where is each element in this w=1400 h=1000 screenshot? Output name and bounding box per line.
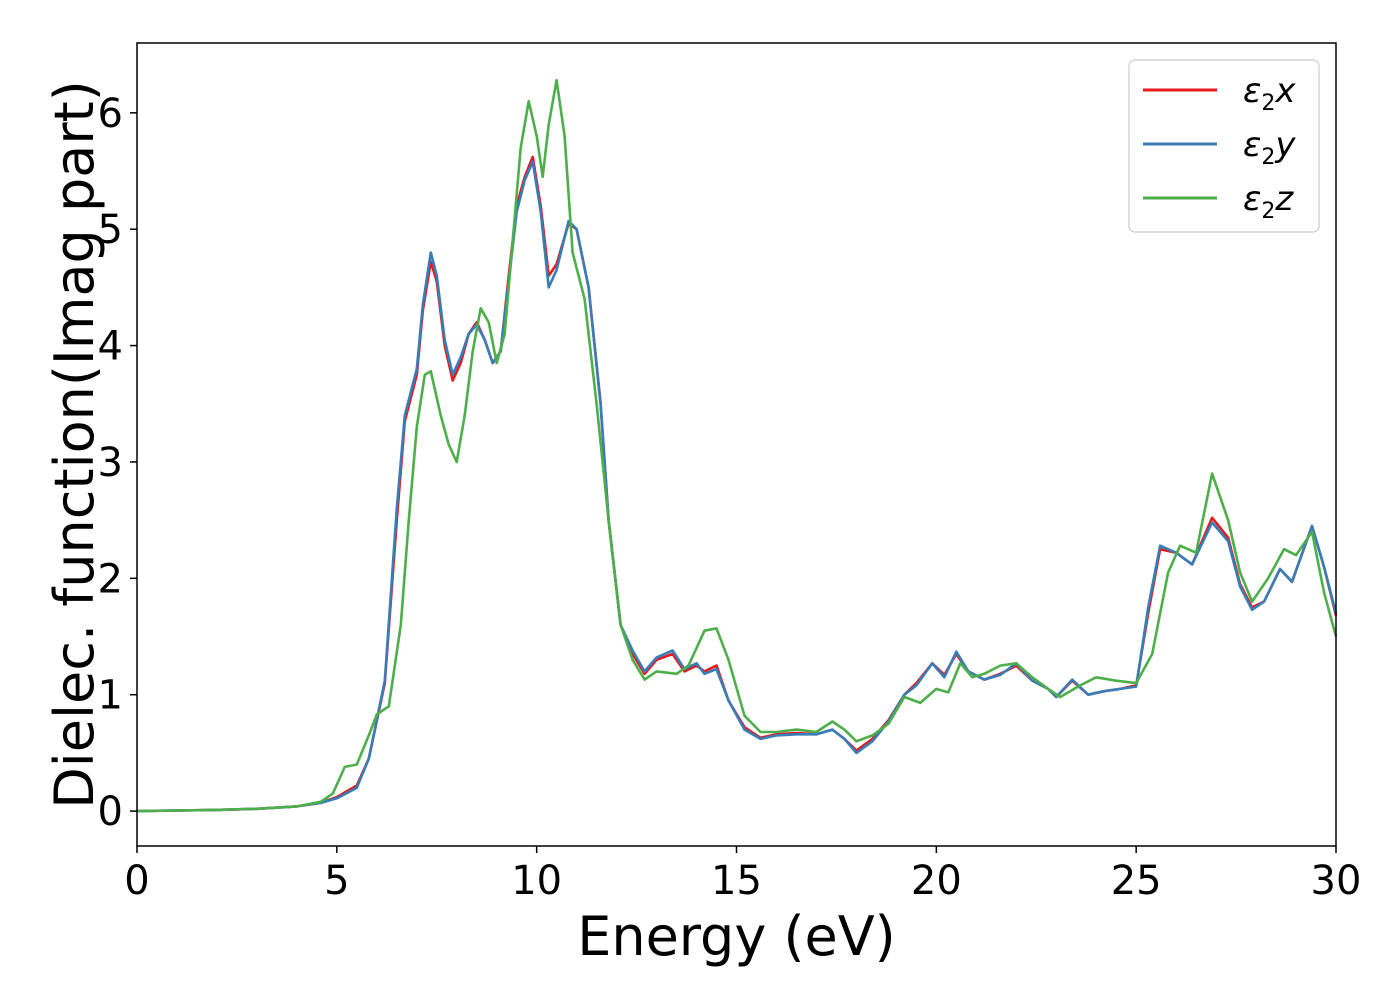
x-tick-label: 25 [1111, 858, 1162, 904]
x-tick-label: 10 [511, 858, 562, 904]
y-tick-label: 0 [98, 789, 123, 835]
x-axis-label: Energy (eV) [577, 905, 896, 968]
legend-label-z: ε2z [1243, 179, 1294, 224]
y-tick-label: 6 [98, 91, 123, 137]
x-tick-label: 5 [324, 858, 349, 904]
y-tick-label: 5 [98, 207, 123, 253]
legend-label-y: ε2y [1243, 125, 1296, 170]
x-axis-ticks: 0 5 10 15 20 25 30 [124, 846, 1361, 904]
y-tick-label: 1 [98, 673, 123, 719]
legend-label-x: ε2x [1243, 71, 1296, 116]
series-layer [136, 78, 1338, 813]
legend-box [1128, 59, 1320, 233]
y-tick-label: 2 [98, 556, 123, 602]
x-tick-label: 20 [911, 858, 962, 904]
series-line-y [136, 160, 1338, 813]
legend: ε2x ε2y ε2z [1128, 59, 1320, 233]
series-line-z [136, 78, 1338, 813]
y-axis-ticks: 0 1 2 3 4 5 6 [98, 91, 137, 835]
y-tick-label: 4 [98, 324, 123, 370]
x-tick-label: 15 [711, 858, 762, 904]
y-tick-label: 3 [98, 440, 123, 486]
x-tick-label: 0 [124, 858, 149, 904]
y-axis-label: Dielec. function(Imag part) [43, 80, 106, 809]
x-tick-label: 30 [1311, 858, 1362, 904]
